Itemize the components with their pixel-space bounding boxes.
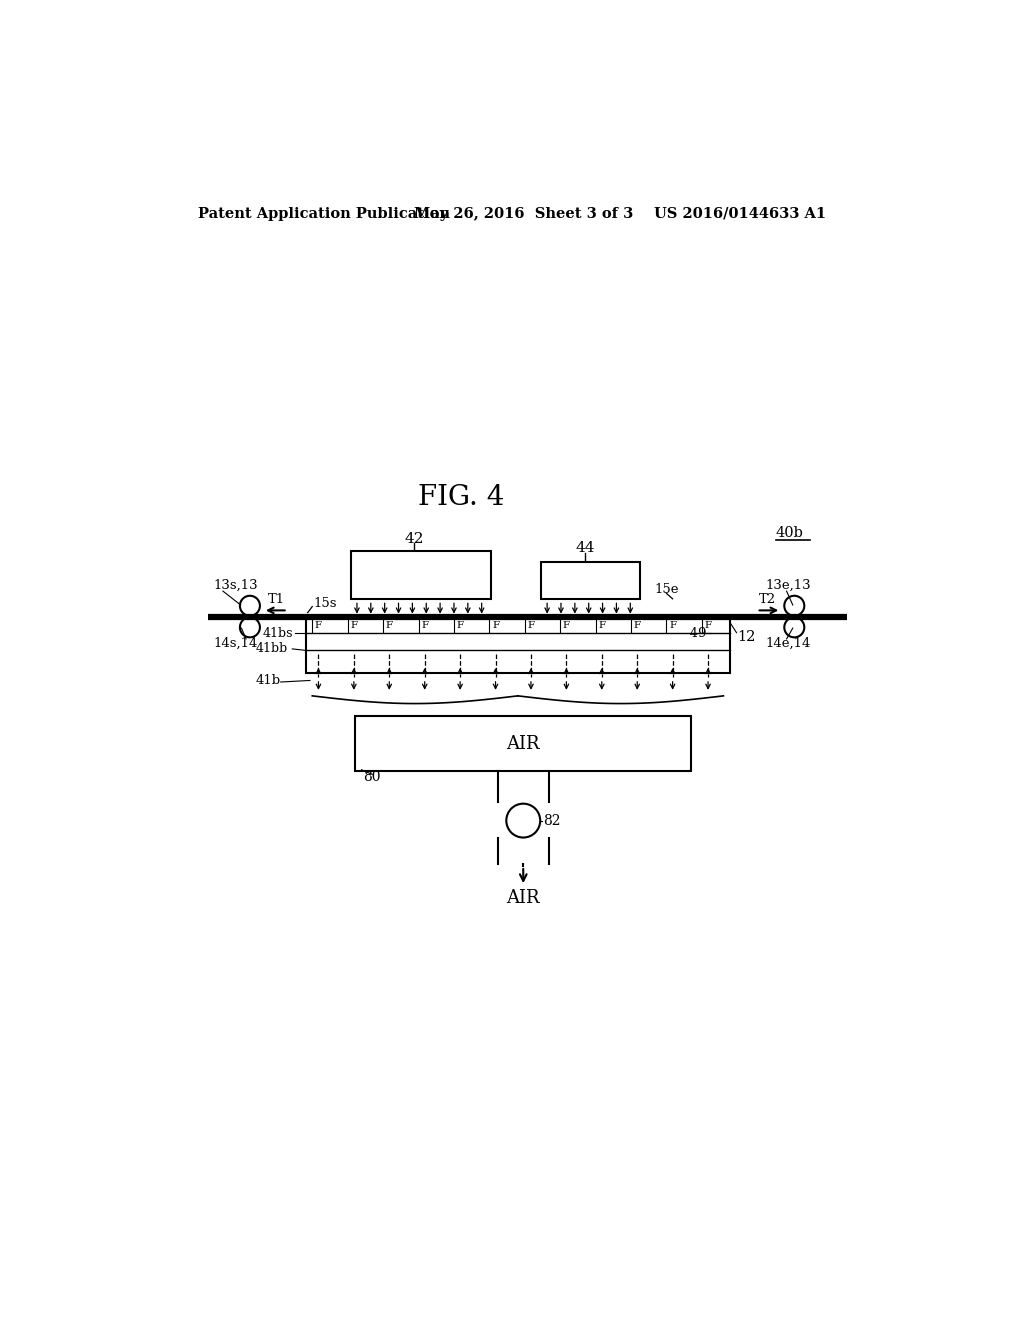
Text: 80: 80 xyxy=(364,771,381,784)
Text: 12: 12 xyxy=(737,631,756,644)
Text: 15e: 15e xyxy=(654,583,679,597)
Text: F: F xyxy=(563,620,570,630)
Text: 40b: 40b xyxy=(776,527,804,540)
Text: AIR: AIR xyxy=(507,735,540,752)
Text: T1: T1 xyxy=(268,593,286,606)
Text: 42: 42 xyxy=(404,532,424,545)
Text: 44: 44 xyxy=(575,541,595,554)
Text: F: F xyxy=(705,620,712,630)
Text: 41bs: 41bs xyxy=(263,627,294,640)
Text: F: F xyxy=(314,620,322,630)
Text: F: F xyxy=(492,620,499,630)
Text: F: F xyxy=(634,620,641,630)
Text: F: F xyxy=(421,620,428,630)
Text: F: F xyxy=(669,620,676,630)
Text: F: F xyxy=(457,620,464,630)
Text: 15s: 15s xyxy=(313,597,337,610)
Text: 41bb: 41bb xyxy=(255,642,288,655)
Text: US 2016/0144633 A1: US 2016/0144633 A1 xyxy=(654,207,826,220)
Text: May 26, 2016  Sheet 3 of 3: May 26, 2016 Sheet 3 of 3 xyxy=(414,207,633,220)
Text: -49: -49 xyxy=(685,627,707,640)
Text: FIG. 4: FIG. 4 xyxy=(419,483,505,511)
Bar xyxy=(306,616,730,673)
Bar xyxy=(351,552,490,599)
Text: 82: 82 xyxy=(544,813,561,828)
Text: F: F xyxy=(386,620,393,630)
Text: Patent Application Publication: Patent Application Publication xyxy=(199,207,451,220)
Bar xyxy=(541,562,640,599)
Text: F: F xyxy=(598,620,605,630)
Text: 14e,14: 14e,14 xyxy=(765,638,810,649)
Bar xyxy=(355,715,691,771)
Text: 41b: 41b xyxy=(255,675,281,686)
Text: F: F xyxy=(350,620,357,630)
Text: T2: T2 xyxy=(759,593,776,606)
Text: F: F xyxy=(527,620,535,630)
Text: 14s,14: 14s,14 xyxy=(213,638,257,649)
Text: 13e,13: 13e,13 xyxy=(765,579,811,593)
Text: AIR: AIR xyxy=(507,890,540,907)
Text: 13s,13: 13s,13 xyxy=(213,579,258,593)
